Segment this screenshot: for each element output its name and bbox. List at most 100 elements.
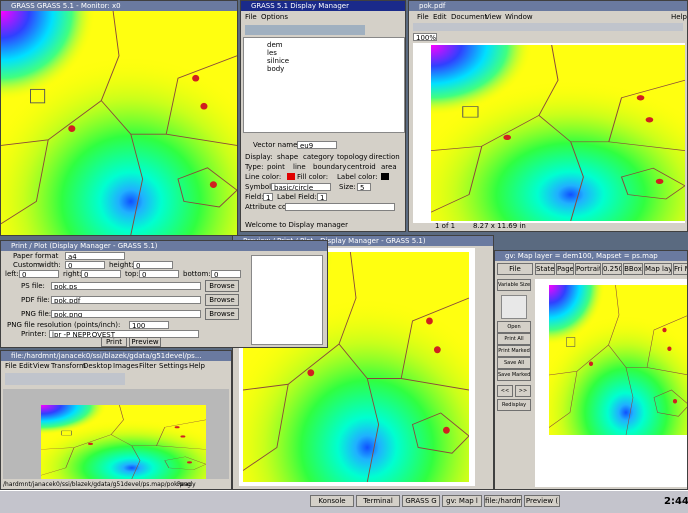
input[interactable]: 100 xyxy=(129,321,169,329)
input[interactable]: 0 xyxy=(211,270,241,278)
menu-item[interactable]: Desktop xyxy=(83,362,112,370)
input[interactable]: pok.png xyxy=(51,310,201,318)
input[interactable]: pok.pdf xyxy=(51,296,201,304)
button[interactable]: Browse xyxy=(205,308,239,320)
button[interactable]: Save All xyxy=(497,357,531,369)
task[interactable]: Terminal xyxy=(356,495,400,507)
konqueror-window[interactable]: file:/hardmnt/janacek0/ssi/blazek/gdata/… xyxy=(0,350,232,490)
checkbox[interactable]: area xyxy=(381,163,397,171)
layer[interactable]: silnice xyxy=(267,57,290,65)
input[interactable] xyxy=(285,203,395,211)
input[interactable]: 0 xyxy=(19,270,59,278)
checkbox[interactable]: line xyxy=(293,163,306,171)
menu-item[interactable]: Options xyxy=(261,13,289,21)
input[interactable]: basic/circle xyxy=(271,183,331,191)
gv-window[interactable]: gv: Map layer = dem100, Mapset = ps.map … xyxy=(494,250,688,490)
label: Attribute col: xyxy=(245,203,291,211)
title-bar[interactable]: gv: Map layer = dem100, Mapset = ps.map xyxy=(495,251,687,261)
color-swatch[interactable] xyxy=(287,173,295,180)
print-window[interactable]: Print / Plot (Display Manager - GRASS 5.… xyxy=(0,240,328,348)
input[interactable]: 1 xyxy=(263,193,273,201)
input[interactable]: 0 xyxy=(139,270,179,278)
menu-item[interactable]: Help xyxy=(671,13,687,21)
button[interactable]: Print Marked xyxy=(497,345,531,357)
select[interactable]: a4 xyxy=(65,252,125,260)
checkbox[interactable]: category xyxy=(303,153,334,161)
task[interactable]: Preview ( xyxy=(524,495,560,507)
task[interactable]: file:/hardm xyxy=(484,495,522,507)
task[interactable]: Konsole xyxy=(310,495,354,507)
title-bar[interactable]: GRASS GRASS 5.1 - Monitor: x0 xyxy=(1,1,237,11)
display-manager-window[interactable]: GRASS 5.1 Display Manager File Options d… xyxy=(240,0,406,232)
menu-item[interactable]: View xyxy=(33,362,50,370)
input[interactable]: 0 xyxy=(65,261,105,269)
menu-item[interactable]: Window xyxy=(505,13,533,21)
button[interactable]: Page xyxy=(556,263,574,275)
checkbox[interactable]: shape xyxy=(277,153,299,161)
title-bar[interactable]: file:/hardmnt/janacek0/ssi/blazek/gdata/… xyxy=(1,351,231,361)
input[interactable]: eu9 xyxy=(297,141,337,149)
menu-item[interactable]: Edit xyxy=(433,13,447,21)
menu-item[interactable]: Images xyxy=(113,362,139,370)
color-swatch[interactable] xyxy=(381,173,389,180)
button[interactable]: Open xyxy=(497,321,531,333)
button[interactable]: Browse xyxy=(205,294,239,306)
menu-item[interactable]: File xyxy=(417,13,429,21)
toolbar[interactable] xyxy=(245,25,365,35)
menu-item[interactable]: Settings xyxy=(159,362,188,370)
button[interactable]: Save Marked xyxy=(497,369,531,381)
layer[interactable]: body xyxy=(267,65,285,73)
checkbox[interactable]: centroid xyxy=(347,163,376,171)
checkbox[interactable]: direction xyxy=(369,153,400,161)
task[interactable]: gv: Map l xyxy=(442,495,482,507)
button[interactable]: BBox xyxy=(623,263,643,275)
input[interactable]: 0 xyxy=(133,261,173,269)
menu-item[interactable]: Transform xyxy=(51,362,86,370)
input[interactable]: 0 xyxy=(81,270,121,278)
button[interactable]: << xyxy=(497,385,513,397)
button[interactable]: Variable Size xyxy=(497,279,531,291)
thumbnail[interactable] xyxy=(501,295,527,319)
input[interactable]: pok.ps xyxy=(51,282,201,290)
button[interactable]: Print All xyxy=(497,333,531,345)
pdf-window[interactable]: pok.pdf File Edit Document View Window H… xyxy=(408,0,688,232)
layer[interactable]: dem xyxy=(267,41,283,49)
label: PDF file: xyxy=(21,296,50,304)
button[interactable]: State xyxy=(535,263,555,275)
button[interactable]: >> xyxy=(515,385,531,397)
menu-item[interactable]: File xyxy=(245,13,257,21)
button[interactable]: Preview xyxy=(129,337,161,347)
button[interactable]: Browse xyxy=(205,280,239,292)
title-bar[interactable]: Print / Plot (Display Manager - GRASS 5.… xyxy=(1,241,327,251)
button[interactable]: Fri M xyxy=(673,263,687,275)
button[interactable]: Print xyxy=(101,337,127,347)
button[interactable]: Map layer xyxy=(644,263,672,275)
checkbox[interactable]: boundary xyxy=(313,163,347,171)
title-bar[interactable]: pok.pdf xyxy=(409,1,687,11)
menu-item[interactable]: Help xyxy=(189,362,205,370)
checkbox[interactable]: topology xyxy=(337,153,368,161)
button[interactable]: 0.250 xyxy=(602,263,622,275)
toolbar[interactable] xyxy=(413,23,683,31)
monitor-window[interactable]: GRASS GRASS 5.1 - Monitor: x0 xyxy=(0,0,238,236)
button[interactable]: File xyxy=(497,263,533,275)
input[interactable]: 5 xyxy=(357,183,371,191)
layer[interactable]: les xyxy=(267,49,277,57)
input[interactable]: 1 xyxy=(317,193,327,201)
label: Label color: xyxy=(337,173,378,181)
title-bar[interactable]: Preview / Print / Plot - Display Manager… xyxy=(233,236,493,246)
zoom[interactable]: 100% xyxy=(413,33,437,41)
button[interactable]: Redisplay xyxy=(497,399,531,411)
menu-item[interactable]: File xyxy=(5,362,17,370)
label: Printer: xyxy=(21,330,47,338)
menu-item[interactable]: Edit xyxy=(19,362,33,370)
checkbox[interactable]: point xyxy=(267,163,285,171)
task[interactable]: GRASS G xyxy=(402,495,440,507)
title-bar[interactable]: GRASS 5.1 Display Manager xyxy=(241,1,405,11)
button[interactable]: Portrait xyxy=(575,263,601,275)
toolbar[interactable] xyxy=(5,373,125,385)
menu-item[interactable]: View xyxy=(485,13,502,21)
menu-item[interactable]: Filter xyxy=(139,362,157,370)
menu-item[interactable]: Document xyxy=(451,13,488,21)
